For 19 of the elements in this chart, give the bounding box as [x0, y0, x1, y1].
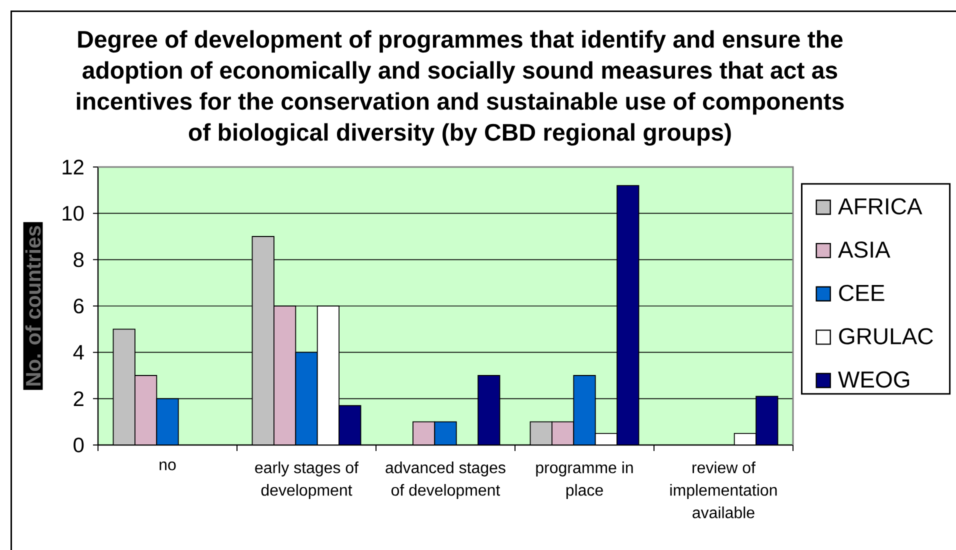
y-tick-label: 8 — [74, 252, 84, 268]
y-tick-label: 6 — [74, 298, 84, 314]
chart-title: Degree of development of programmes that identify and ensure the adoption of economically and socially sound measures that act as incentives for the conservation and sustainable use of components of biological diversity (by CBD regional groups) — [76, 30, 844, 146]
y-tick-label: 4 — [73, 345, 84, 360]
y-axis-title: No. of countries — [25, 226, 41, 386]
legend-label: WEOG — [838, 371, 910, 388]
x-tick-label: programme in place — [536, 462, 633, 499]
x-tick-label: advanced stages of development — [386, 462, 506, 499]
legend-label: CEE — [839, 284, 884, 302]
legend-label: GRULAC — [839, 328, 933, 344]
y-tick-label: 2 — [74, 391, 84, 406]
y-tick-label: 12 — [62, 160, 84, 174]
legend-label: AFRICA — [838, 198, 922, 214]
x-tick-label: review of implementation available — [670, 462, 777, 518]
x-tick-label: no — [160, 462, 176, 470]
y-tick-label: 0 — [74, 438, 84, 452]
x-tick-label: early stages of development — [255, 462, 359, 499]
legend-label: ASIA — [838, 242, 890, 258]
y-tick-label: 10 — [62, 206, 84, 221]
